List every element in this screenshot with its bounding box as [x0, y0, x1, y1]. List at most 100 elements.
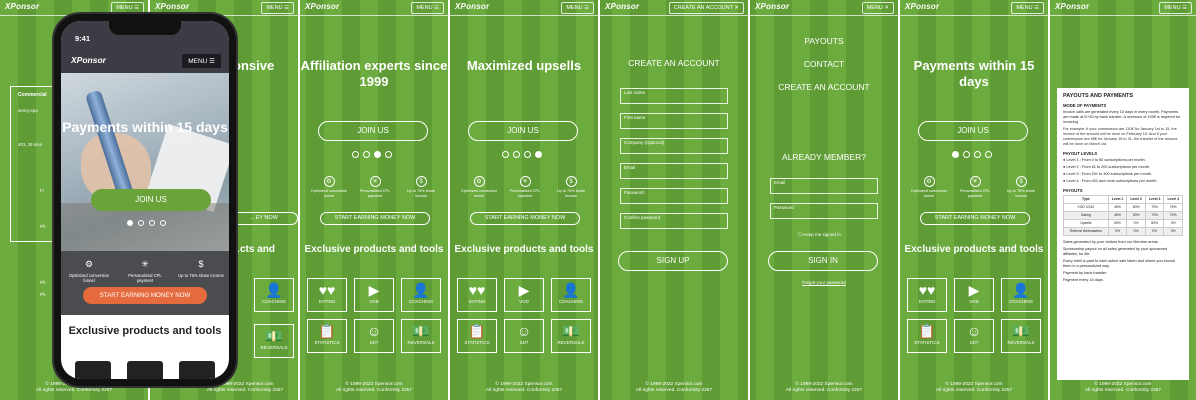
tile-dating[interactable]: ♥♥ DATING [457, 278, 497, 312]
menu-button[interactable]: MENU ☰ [411, 2, 444, 14]
menu-button[interactable]: MENU ☰ [111, 2, 144, 14]
carousel-dots[interactable] [127, 220, 166, 226]
logo[interactable]: XPonsor [755, 2, 790, 11]
password-field[interactable]: Password [620, 188, 728, 204]
tile-dating[interactable]: ♥♥ DATING [907, 278, 947, 312]
menu-button[interactable]: MENU ☰ [561, 2, 594, 14]
menu-item-create-account[interactable]: CREATE AN ACCOUNT [778, 82, 870, 92]
tile-dating[interactable]: ♥♥ DATING [307, 278, 347, 312]
dot[interactable] [160, 220, 166, 226]
last-name-field[interactable]: Last name [620, 88, 728, 104]
logo[interactable]: XPonsor [455, 2, 490, 11]
email-field[interactable]: Email [620, 163, 728, 179]
tile[interactable] [127, 361, 163, 379]
dot[interactable] [385, 151, 392, 158]
tile-coaching[interactable]: 👤 COACHING [1001, 278, 1041, 312]
tile-vod[interactable]: ▶ VOD [954, 278, 994, 312]
dot[interactable] [352, 151, 359, 158]
carousel-dots[interactable] [952, 151, 992, 158]
first-name-field[interactable]: First name [620, 113, 728, 129]
dot-active[interactable] [127, 220, 133, 226]
tile-reversals[interactable]: 💵 REVERSALS [551, 319, 591, 353]
tile-support[interactable]: ☺ 24/7 [354, 319, 394, 353]
tile-reversals[interactable]: 💵 REVERSALS [254, 324, 294, 358]
tile[interactable] [75, 361, 111, 379]
dot[interactable] [974, 151, 981, 158]
card-field: Ph [40, 292, 46, 297]
tile-coaching[interactable]: 👤 COACHING [551, 278, 591, 312]
menu-item-contact[interactable]: CONTACT [803, 59, 845, 69]
menu-button[interactable]: MENU ☰ [1011, 2, 1044, 14]
carousel-dots[interactable] [352, 151, 392, 158]
dot[interactable] [149, 220, 155, 226]
dot-active[interactable] [374, 151, 381, 158]
income-icon: $ [198, 259, 204, 269]
feature-item: ⚙ Optimized conversion funnel [909, 176, 949, 199]
tile-reversals[interactable]: 💵 REVERSALS [1001, 319, 1041, 353]
funnel-icon: ⚙ [323, 176, 335, 187]
remember-checkbox[interactable]: ☐ Keep me signed in [798, 232, 841, 237]
carousel-dots[interactable] [502, 151, 542, 158]
earn-button[interactable]: START EARNING MONEY NOW [320, 212, 430, 225]
tile-vod[interactable]: ▶ VOD [354, 278, 394, 312]
tile-support[interactable]: ☺ 24/7 [954, 319, 994, 353]
menu-item-payouts[interactable]: PAYOUTS [804, 36, 844, 46]
hero-overlay [61, 203, 229, 253]
join-button[interactable]: JOIN US [918, 121, 1028, 141]
earn-button[interactable]: …EY NOW [230, 212, 298, 225]
menu-button[interactable]: MENU ☰ [1159, 2, 1192, 14]
earn-button[interactable]: START EARNING MONEY NOW [470, 212, 580, 225]
login-email-field[interactable]: Email [770, 178, 878, 194]
logo[interactable]: XPonsor [605, 2, 640, 11]
tile[interactable] [179, 361, 215, 379]
header: XPonsor MENU ☰ [900, 0, 1048, 16]
section-title: …cts and [230, 244, 276, 255]
hero-image [61, 73, 229, 253]
signin-button[interactable]: SIGN IN [768, 251, 878, 271]
video-icon: ▶ [968, 282, 980, 298]
hero-title: Payments within 15 days [62, 119, 228, 135]
confirm-password-field[interactable]: Confirm password [620, 213, 728, 229]
dot[interactable] [513, 151, 520, 158]
dot[interactable] [985, 151, 992, 158]
menu-button[interactable]: MENU ☰ [261, 2, 294, 14]
dot-active[interactable] [535, 151, 542, 158]
tile-coaching[interactable]: 👤 COACHING [401, 278, 441, 312]
tile-statistics[interactable]: 📋 STATISTICS [307, 319, 347, 353]
logo[interactable]: XPonsor [71, 55, 106, 65]
tile-coaching[interactable]: 👤 COACHING [254, 278, 294, 312]
dot[interactable] [502, 151, 509, 158]
dot-active[interactable] [952, 151, 959, 158]
signup-button[interactable]: SIGN UP [618, 251, 728, 271]
feature-item: $ Up to 75% share income [178, 259, 224, 278]
tile-statistics[interactable]: 📋 STATISTICS [457, 319, 497, 353]
doc-note: Sponsorship payout on all sales generate… [1063, 247, 1168, 256]
close-menu-button[interactable]: CREATE AN ACCOUNT ✕ [668, 2, 744, 14]
features: ⚙ Optimized conversion funnel ✳ Personaliz… [61, 257, 229, 283]
doc-note: Sales generated by your visitors from ou… [1063, 240, 1159, 244]
earn-button[interactable]: START EARNING MONEY NOW [920, 212, 1030, 225]
dot[interactable] [363, 151, 370, 158]
dot[interactable] [138, 220, 144, 226]
tile-statistics[interactable]: 📋 STATISTICS [907, 319, 947, 353]
tile-reversals[interactable]: 💵 REVERSALS [401, 319, 441, 353]
menu-button[interactable]: MENU ☰ [182, 54, 221, 68]
join-button[interactable]: JOIN US [91, 189, 211, 211]
close-menu-button[interactable]: MENU ✕ [861, 2, 894, 14]
earn-button[interactable]: START EARNING MONEY NOW [83, 287, 207, 304]
join-button[interactable]: JOIN US [318, 121, 428, 141]
logo[interactable]: XPonsor [1055, 2, 1090, 11]
dot[interactable] [963, 151, 970, 158]
logo[interactable]: XPonsor [155, 2, 190, 11]
login-password-field[interactable]: Password [770, 203, 878, 219]
dot[interactable] [524, 151, 531, 158]
forgot-password-link[interactable]: Forgot your password [802, 280, 846, 285]
logo[interactable]: XPonsor [5, 2, 40, 11]
tile-support[interactable]: ☺ 24/7 [504, 319, 544, 353]
join-button[interactable]: JOIN US [468, 121, 578, 141]
logo[interactable]: XPonsor [305, 2, 340, 11]
tile-vod[interactable]: ▶ VOD [504, 278, 544, 312]
company-field[interactable]: Company (Optional) [620, 138, 728, 154]
logo[interactable]: XPonsor [905, 2, 940, 11]
